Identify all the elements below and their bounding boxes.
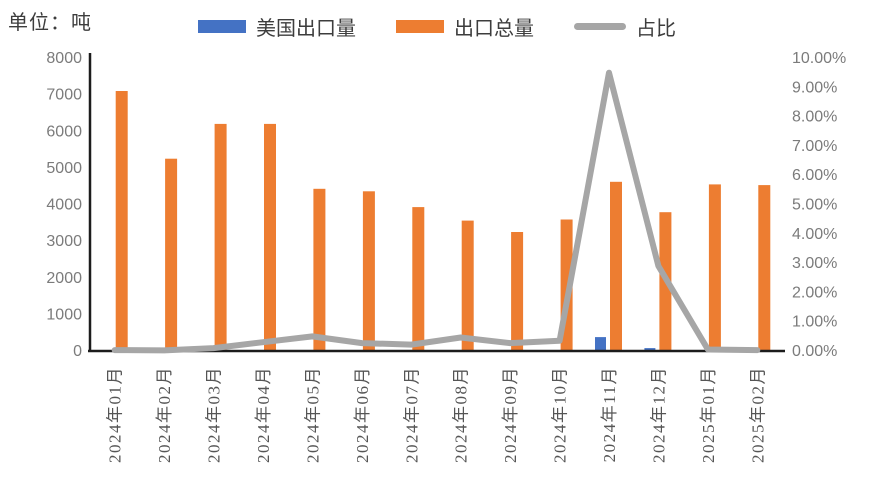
bar-出口总量-2024年08月 <box>461 220 474 351</box>
right-axis-tick: 3.00% <box>792 255 837 272</box>
left-axis-tick: 1000 <box>46 306 82 323</box>
bar-出口总量-2024年06月 <box>362 191 375 351</box>
bar-出口总量-2025年01月 <box>708 184 721 351</box>
right-axis-tick: 2.00% <box>792 284 837 301</box>
bar-出口总量-2024年07月 <box>412 207 425 351</box>
x-axis-label: 2024年02月 <box>155 366 174 463</box>
left-axis-tick: 5000 <box>46 160 82 177</box>
x-axis-label: 2024年12月 <box>649 366 668 463</box>
bar-出口总量-2024年01月 <box>115 91 128 351</box>
bar-出口总量-2024年04月 <box>264 123 276 352</box>
unit-label: 单位：吨 <box>8 12 92 34</box>
ratio-line <box>111 69 761 354</box>
x-axis-label: 2024年07月 <box>402 366 421 463</box>
right-axis-tick: 6.00% <box>792 167 837 184</box>
left-axis-tick: 0 <box>73 343 82 360</box>
legend-item-total-export: 出口总量 <box>396 12 534 41</box>
right-axis-tick: 8.00% <box>792 109 837 126</box>
bar-出口总量-2025年02月 <box>758 185 771 351</box>
chart-legend: 美国出口量 出口总量 占比 <box>198 12 676 41</box>
bar-美国出口量-2024年11月 <box>595 337 606 351</box>
x-axis-label: 2024年10月 <box>551 366 570 463</box>
right-axis-tick: 10.00% <box>792 50 846 67</box>
bar-出口总量-2024年09月 <box>511 232 524 351</box>
legend-swatch-total-export-icon <box>396 20 444 33</box>
bar-出口总量-2024年05月 <box>313 188 326 351</box>
legend-item-ratio: 占比 <box>574 12 676 41</box>
bar-出口总量-2024年02月 <box>165 158 178 351</box>
bar-美国出口量-2024年12月 <box>644 348 656 351</box>
x-axis-label: 2024年05月 <box>303 366 322 463</box>
right-axis-tick: 5.00% <box>792 197 837 214</box>
x-axis-label: 2025年02月 <box>748 366 767 463</box>
bar-出口总量-2024年03月 <box>214 123 227 352</box>
x-axis-label: 2025年01月 <box>699 366 718 463</box>
left-axis-tick: 6000 <box>46 123 82 140</box>
right-axis-tick: 7.00% <box>792 138 837 155</box>
right-axis-tick: 0.00% <box>792 343 837 360</box>
x-axis-label: 2024年08月 <box>452 366 471 463</box>
x-axis-label: 2024年03月 <box>205 366 224 463</box>
x-axis-label: 2024年11月 <box>600 366 619 462</box>
left-axis-tick: 2000 <box>46 270 82 287</box>
legend-swatch-ratio-line-icon <box>574 23 626 30</box>
x-axis-label: 2024年01月 <box>106 366 125 463</box>
x-axis-label: 2024年04月 <box>254 366 273 463</box>
left-axis-tick: 3000 <box>46 233 82 250</box>
legend-label-ratio: 占比 <box>636 18 676 40</box>
right-axis-tick: 9.00% <box>792 79 837 96</box>
right-axis-tick: 4.00% <box>792 226 837 243</box>
left-axis-tick: 8000 <box>46 50 82 67</box>
legend-label-total-export: 出口总量 <box>454 18 534 40</box>
left-axis-tick: 7000 <box>46 87 82 104</box>
x-axis-label: 2024年09月 <box>501 366 520 463</box>
legend-label-us-export: 美国出口量 <box>256 18 356 40</box>
legend-swatch-us-export-icon <box>198 20 246 33</box>
bar-出口总量-2024年11月 <box>610 181 622 351</box>
right-axis-tick: 1.00% <box>792 314 837 331</box>
x-axis-label: 2024年06月 <box>353 366 372 463</box>
left-axis-tick: 4000 <box>46 197 82 214</box>
legend-item-us-export: 美国出口量 <box>198 12 356 41</box>
